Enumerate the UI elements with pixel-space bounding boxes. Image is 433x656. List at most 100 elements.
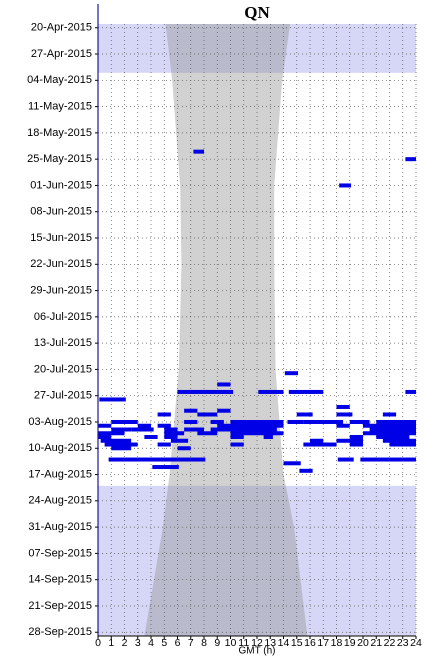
detection bbox=[349, 442, 363, 447]
y-tick-label: 18-May-2015 bbox=[27, 127, 92, 139]
x-tick-label: 15 bbox=[291, 637, 303, 649]
y-tick-label: 03-Aug-2015 bbox=[28, 416, 92, 428]
y-tick-label: 13-Jul-2015 bbox=[34, 337, 92, 349]
x-tick-label: 21 bbox=[370, 637, 382, 649]
y-tick-label: 07-Sep-2015 bbox=[28, 547, 92, 559]
x-tick-label: 7 bbox=[188, 637, 194, 649]
x-tick-label: 1 bbox=[108, 637, 114, 649]
night-area bbox=[144, 24, 308, 636]
detection bbox=[288, 389, 324, 394]
detection bbox=[170, 438, 189, 443]
x-tick-label: 14 bbox=[278, 637, 290, 649]
detection bbox=[100, 438, 132, 443]
detection bbox=[376, 419, 416, 424]
detection bbox=[111, 446, 132, 451]
detection bbox=[230, 431, 284, 436]
detection bbox=[382, 438, 416, 443]
detection bbox=[152, 465, 179, 470]
x-tick-label: 23 bbox=[397, 637, 409, 649]
detection bbox=[210, 419, 224, 424]
detection bbox=[157, 423, 171, 428]
detection bbox=[299, 468, 313, 473]
detection bbox=[349, 435, 363, 440]
detection bbox=[389, 442, 416, 447]
detection bbox=[193, 149, 204, 154]
detection bbox=[258, 389, 284, 394]
chart-title: QN bbox=[244, 3, 270, 22]
x-tick-label: 0 bbox=[95, 637, 101, 649]
x-tick-label: 18 bbox=[331, 637, 343, 649]
x-tick-label: 19 bbox=[344, 637, 356, 649]
detection bbox=[363, 431, 416, 436]
detection bbox=[137, 423, 151, 428]
x-tick-label: 20 bbox=[357, 637, 369, 649]
y-tick-label: 15-Jun-2015 bbox=[30, 232, 92, 244]
detection bbox=[98, 435, 112, 440]
y-tick-label: 04-May-2015 bbox=[27, 74, 92, 86]
y-tick-label: 27-Apr-2015 bbox=[31, 48, 92, 60]
detection bbox=[217, 382, 231, 387]
detection bbox=[339, 183, 352, 188]
detection bbox=[310, 438, 324, 443]
x-tick-label: 9 bbox=[214, 637, 220, 649]
x-tick-label: 13 bbox=[264, 637, 276, 649]
detection bbox=[296, 412, 313, 417]
detection bbox=[157, 412, 171, 417]
detection bbox=[197, 412, 218, 417]
detection bbox=[376, 435, 410, 440]
detection bbox=[98, 423, 112, 428]
detection bbox=[164, 431, 185, 436]
y-tick-label: 01-Jun-2015 bbox=[30, 179, 92, 191]
detection bbox=[336, 412, 353, 417]
x-axis-label: GMT (h) bbox=[238, 646, 275, 656]
detection bbox=[184, 427, 204, 432]
detection bbox=[131, 427, 154, 432]
y-tick-label: 21-Sep-2015 bbox=[28, 600, 92, 612]
x-tick-label: 10 bbox=[225, 637, 237, 649]
detection bbox=[336, 438, 363, 443]
detection bbox=[210, 427, 277, 432]
y-tick-label: 10-Aug-2015 bbox=[28, 442, 92, 454]
detection bbox=[284, 371, 299, 376]
x-tick-label: 22 bbox=[384, 637, 396, 649]
detection bbox=[382, 412, 397, 417]
y-tick-label: 17-Aug-2015 bbox=[28, 468, 92, 480]
detection bbox=[336, 423, 350, 428]
detection bbox=[184, 408, 198, 413]
x-tick-label: 3 bbox=[135, 637, 141, 649]
detection bbox=[104, 442, 138, 447]
x-tick-label: 24 bbox=[410, 637, 422, 649]
y-tick-label: 28-Sep-2015 bbox=[28, 626, 92, 638]
detection bbox=[177, 446, 191, 451]
detection bbox=[217, 408, 231, 413]
detection bbox=[360, 457, 416, 462]
detection bbox=[230, 419, 284, 424]
x-tick-label: 16 bbox=[304, 637, 316, 649]
detection bbox=[349, 419, 370, 424]
detection bbox=[303, 419, 344, 424]
y-tick-label: 06-Jul-2015 bbox=[34, 311, 92, 323]
detection bbox=[99, 397, 126, 402]
detection bbox=[111, 427, 132, 432]
y-tick-label: 08-Jun-2015 bbox=[30, 206, 92, 218]
detection bbox=[369, 427, 416, 432]
y-tick-label: 25-May-2015 bbox=[27, 153, 92, 165]
detection bbox=[263, 435, 273, 440]
y-tick-label: 20-Jul-2015 bbox=[34, 363, 92, 375]
detection bbox=[337, 457, 354, 462]
detection bbox=[144, 435, 158, 440]
detection bbox=[230, 442, 244, 447]
y-tick-label: 22-Jun-2015 bbox=[30, 258, 92, 270]
detection bbox=[197, 431, 218, 436]
x-tick-label: 2 bbox=[122, 637, 128, 649]
x-tick-label: 8 bbox=[201, 637, 207, 649]
x-tick-label: 12 bbox=[251, 637, 263, 649]
detection bbox=[405, 389, 416, 394]
detection bbox=[157, 442, 171, 447]
detection bbox=[363, 423, 416, 428]
detection bbox=[98, 431, 125, 436]
x-tick-label: 5 bbox=[161, 637, 167, 649]
detection bbox=[283, 461, 301, 466]
y-tick-label: 24-Aug-2015 bbox=[28, 495, 92, 507]
